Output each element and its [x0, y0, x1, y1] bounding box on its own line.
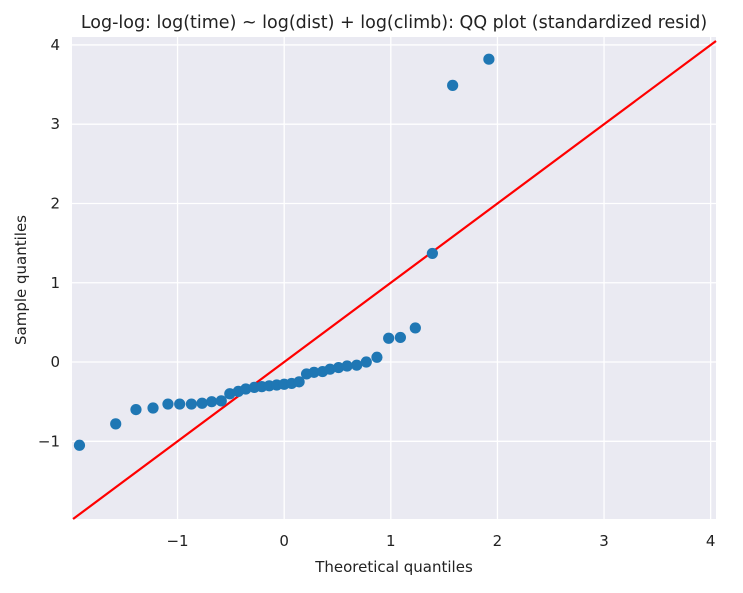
data-point — [332, 361, 345, 374]
data-point — [426, 247, 438, 260]
data-point — [174, 398, 186, 410]
data-point — [240, 383, 252, 395]
data-point — [293, 376, 305, 388]
x-tick-labels: −1 0 1 2 3 4 — [166, 532, 715, 550]
y-tick-label: 3 — [50, 115, 60, 133]
y-tick-labels: −1 0 1 2 3 4 — [38, 36, 60, 450]
data-point — [394, 331, 406, 344]
y-tick-label: 1 — [50, 274, 60, 292]
x-axis-label: Theoretical quantiles — [314, 558, 473, 576]
reference-line — [72, 40, 717, 520]
data-point — [73, 439, 86, 451]
data-point — [447, 79, 459, 91]
data-point — [196, 397, 208, 409]
data-point — [383, 332, 395, 344]
data-point — [360, 356, 372, 368]
x-tick-label: 4 — [706, 532, 716, 550]
data-point — [185, 398, 198, 410]
y-tick-label: 4 — [50, 36, 60, 54]
data-point — [371, 351, 383, 363]
data-point — [162, 398, 174, 410]
chart-title: Log-log: log(time) ~ log(dist) + log(cli… — [81, 13, 707, 33]
x-tick-label: 1 — [386, 532, 396, 550]
data-point — [215, 395, 227, 407]
points-layer — [73, 53, 495, 451]
data-point — [130, 403, 142, 416]
y-tick-label: 2 — [50, 194, 60, 212]
x-tick-label: −1 — [166, 532, 188, 550]
data-point — [147, 402, 159, 414]
data-point — [351, 359, 363, 371]
y-axis-label: Sample quantiles — [12, 215, 30, 345]
data-point — [206, 396, 218, 408]
x-tick-label: 2 — [493, 532, 503, 550]
data-point — [341, 360, 353, 372]
x-tick-label: 3 — [599, 532, 609, 550]
data-point — [324, 363, 336, 375]
data-point — [409, 322, 421, 334]
grid-layer — [72, 37, 716, 519]
x-tick-label: 0 — [279, 532, 289, 550]
y-tick-label: 0 — [50, 353, 60, 371]
data-point — [110, 418, 122, 430]
data-point — [483, 53, 495, 65]
data-point — [308, 366, 320, 378]
y-tick-label: −1 — [38, 432, 60, 450]
data-point — [224, 388, 236, 400]
reference-line-layer — [72, 40, 717, 520]
